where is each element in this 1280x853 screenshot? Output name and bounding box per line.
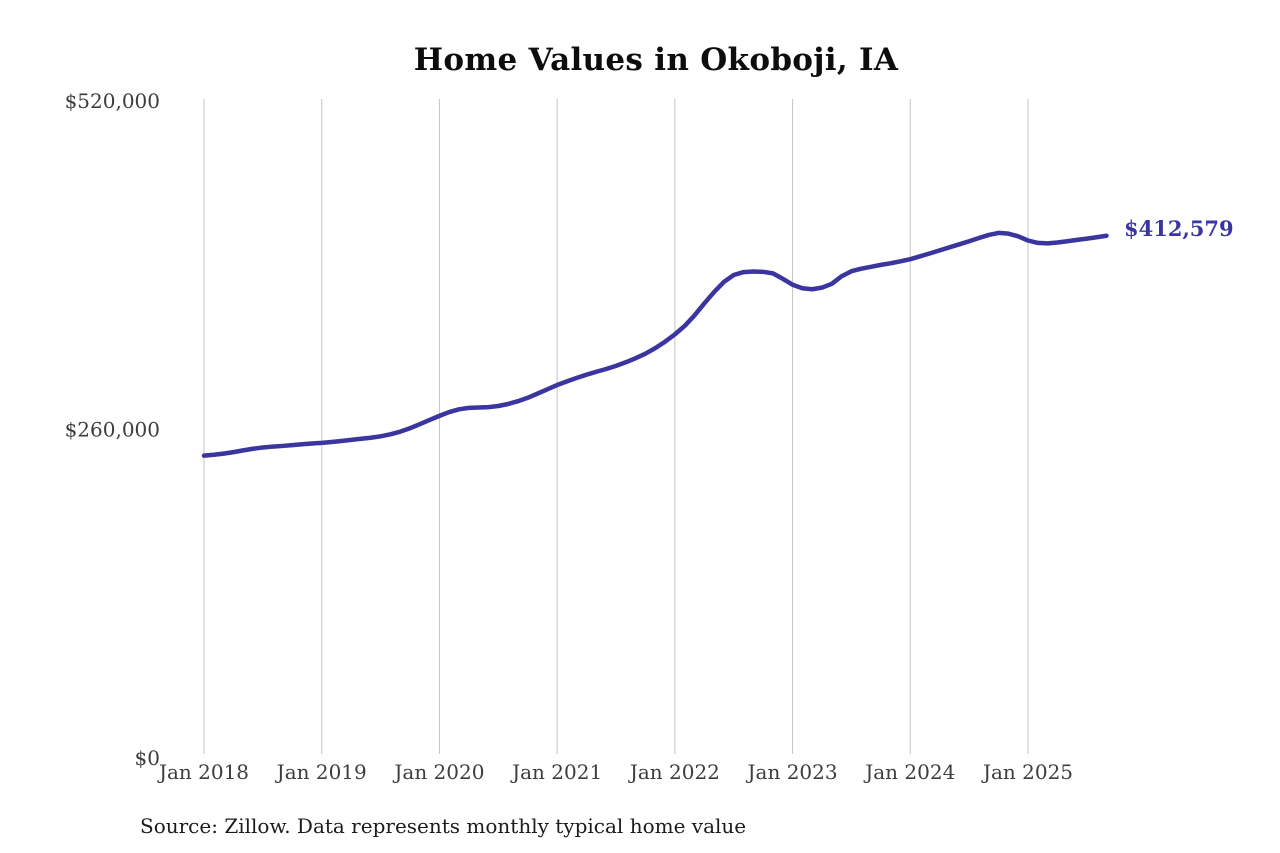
- x-tick-label: Jan 2021: [510, 760, 602, 784]
- y-tick-label: $0: [135, 746, 160, 770]
- x-tick-label: Jan 2023: [746, 760, 838, 784]
- x-tick-label: Jan 2019: [275, 760, 367, 784]
- x-tick-label: Jan 2024: [863, 760, 955, 784]
- current-value-label: $412,579: [1124, 216, 1234, 241]
- x-tick-label: Jan 2022: [628, 760, 720, 784]
- x-tick-label: Jan 2020: [392, 760, 484, 784]
- chart-title: Home Values in Okoboji, IA: [413, 42, 899, 78]
- x-tick-label: Jan 2025: [981, 760, 1073, 784]
- home-value-series-line: [201, 230, 1109, 458]
- y-tick-label: $260,000: [65, 418, 160, 442]
- y-tick-label: $520,000: [65, 89, 160, 113]
- x-tick-label: Jan 2018: [157, 760, 249, 784]
- source-note: Source: Zillow. Data represents monthly …: [140, 814, 747, 838]
